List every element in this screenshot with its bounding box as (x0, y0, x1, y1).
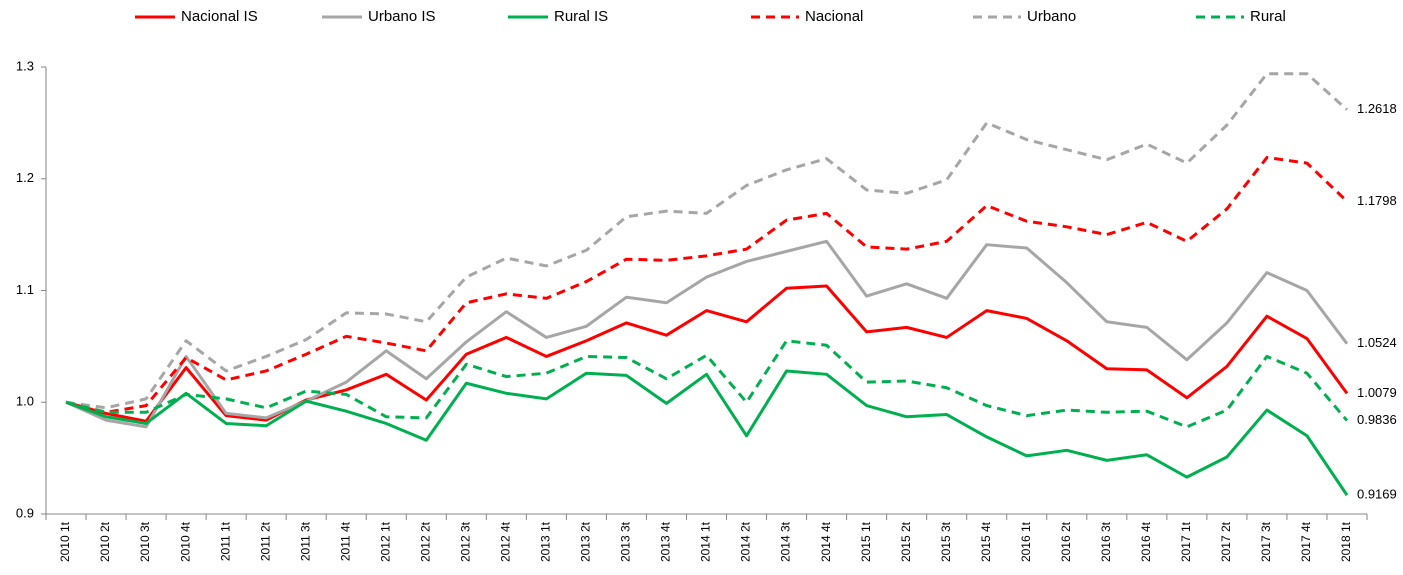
x-tick-label: 2014 1t (699, 521, 713, 562)
legend-label: Urbano (1027, 8, 1076, 25)
legend-label: Nacional IS (181, 8, 258, 25)
x-tick-label: 2018 1t (1339, 521, 1353, 562)
legend-label: Rural IS (554, 8, 608, 25)
y-tick-label: 1.2 (16, 170, 34, 185)
x-tick-label: 2012 1t (378, 521, 392, 562)
x-tick-label: 2010 4t (178, 521, 192, 562)
end-value-label: 1.0079 (1357, 385, 1397, 400)
end-value-label: 1.1798 (1357, 193, 1397, 208)
x-tick-label: 2017 1t (1179, 521, 1193, 562)
x-tick-label: 2017 4t (1299, 521, 1313, 562)
series-line (65, 284, 1349, 423)
x-tick-label: 2010 3t (138, 521, 152, 562)
x-tick-label: 2016 2t (1059, 521, 1073, 562)
x-tick-label: 2011 2t (258, 521, 272, 561)
y-tick-label: 1.0 (16, 394, 34, 409)
x-tick-label: 2015 1t (859, 521, 873, 562)
legend-label: Urbano IS (368, 8, 436, 25)
x-tick-label: 2012 4t (499, 521, 513, 562)
x-tick-label: 2013 3t (619, 521, 633, 562)
end-value-label: 0.9836 (1357, 412, 1397, 427)
x-tick-label: 2011 1t (218, 521, 232, 561)
x-tick-label: 2017 2t (1219, 521, 1233, 562)
x-tick-label: 2014 3t (779, 521, 793, 562)
x-tick-label: 2014 4t (819, 521, 833, 562)
end-value-label: 1.0524 (1357, 335, 1397, 350)
x-tick-label: 2010 2t (98, 521, 112, 562)
x-tick-label: 2011 3t (298, 521, 312, 561)
end-value-label: 1.2618 (1357, 101, 1397, 116)
legend-label: Nacional (805, 8, 863, 25)
y-tick-label: 1.1 (16, 282, 34, 297)
x-tick-label: 2016 3t (1099, 521, 1113, 562)
x-tick-label: 2015 3t (939, 521, 953, 562)
legend-label: Rural (1250, 8, 1286, 25)
series-line (65, 239, 1349, 429)
x-tick-label: 2013 2t (579, 521, 593, 562)
x-tick-label: 2012 2t (418, 521, 432, 562)
x-tick-label: 2015 4t (979, 521, 993, 562)
y-tick-label: 1.3 (16, 58, 34, 73)
series-line (65, 156, 1349, 414)
series-line (65, 339, 1349, 429)
x-tick-label: 2010 1t (58, 521, 72, 562)
series-line (65, 72, 1348, 410)
x-tick-label: 2011 4t (338, 521, 352, 561)
y-tick-label: 0.9 (16, 505, 34, 520)
x-tick-label: 2016 4t (1139, 521, 1153, 562)
series-line (65, 369, 1349, 496)
x-tick-label: 2015 2t (899, 521, 913, 562)
end-value-label: 0.9169 (1357, 487, 1397, 502)
x-tick-label: 2012 3t (458, 521, 472, 562)
x-tick-label: 2013 1t (539, 521, 553, 562)
x-tick-label: 2016 1t (1019, 521, 1033, 562)
x-tick-label: 2017 3t (1259, 521, 1273, 562)
x-tick-label: 2013 4t (659, 521, 673, 562)
x-tick-label: 2014 2t (739, 521, 753, 562)
